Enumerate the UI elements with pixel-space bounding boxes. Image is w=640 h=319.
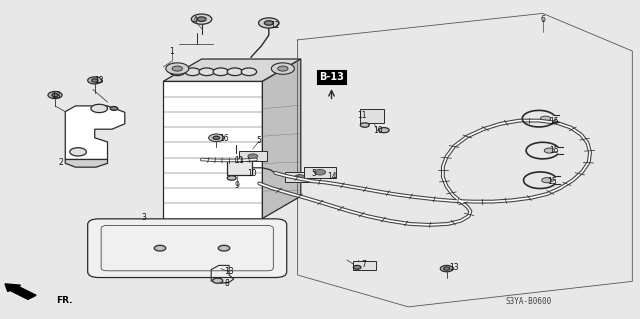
Polygon shape [163,59,301,81]
Text: S3YA-B0600: S3YA-B0600 [506,297,552,306]
Text: 8: 8 [225,279,230,288]
Circle shape [48,92,62,99]
Text: 15: 15 [549,146,559,155]
Text: 11: 11 [357,111,366,120]
Circle shape [213,136,220,139]
Text: 13: 13 [449,263,460,272]
Text: 16: 16 [219,134,229,143]
Circle shape [212,278,223,283]
Circle shape [88,77,102,84]
Bar [353,261,376,270]
Circle shape [170,68,185,76]
Circle shape [172,66,182,71]
Bar [285,172,314,182]
Circle shape [360,123,369,127]
Text: 5: 5 [257,137,262,145]
Circle shape [154,245,166,251]
Circle shape [264,21,273,25]
Circle shape [294,174,305,180]
Circle shape [444,267,450,270]
Polygon shape [65,160,108,167]
Circle shape [209,134,224,142]
Circle shape [197,17,206,21]
Circle shape [227,68,243,76]
Text: 3: 3 [141,213,147,222]
Text: 13: 13 [51,91,61,100]
Text: 10: 10 [372,126,383,135]
Circle shape [199,68,214,76]
Circle shape [191,14,212,24]
Circle shape [440,265,453,272]
Circle shape [227,176,236,180]
Circle shape [544,148,554,153]
Circle shape [110,107,118,110]
Circle shape [379,128,389,133]
Circle shape [314,169,326,175]
Circle shape [353,265,361,269]
Circle shape [259,18,279,28]
Circle shape [92,79,98,82]
Text: 13: 13 [224,267,234,276]
Text: 12: 12 [271,21,280,30]
Circle shape [278,66,288,71]
Text: 5: 5 [311,169,316,178]
Text: 14: 14 [326,172,337,181]
Text: 9: 9 [234,181,239,190]
Bar [239,152,267,161]
Circle shape [91,104,108,113]
Circle shape [52,93,58,97]
Polygon shape [163,81,262,219]
Bar [360,109,384,123]
Text: 10: 10 [246,169,257,178]
Circle shape [70,148,86,156]
Circle shape [541,178,552,183]
Circle shape [248,154,258,159]
Circle shape [241,68,257,76]
Text: 7: 7 [361,260,366,269]
FancyArrow shape [5,284,36,299]
Text: 13: 13 [94,76,104,85]
Circle shape [271,63,294,74]
Polygon shape [65,106,125,160]
Circle shape [218,245,230,251]
Text: 11: 11 [234,156,243,165]
Text: 2: 2 [58,158,63,167]
Circle shape [213,68,228,76]
Bar [227,160,252,175]
Text: 15: 15 [548,117,559,126]
Circle shape [540,116,550,121]
Bar [304,167,336,178]
Circle shape [166,63,189,74]
Polygon shape [262,59,301,219]
Text: 1: 1 [169,47,174,56]
Text: 6: 6 [540,15,545,24]
Text: B-13: B-13 [319,72,344,82]
Circle shape [185,68,200,76]
Text: 4: 4 [193,16,198,25]
Text: 15: 15 [547,177,557,186]
Text: FR.: FR. [56,296,73,305]
FancyBboxPatch shape [88,219,287,278]
